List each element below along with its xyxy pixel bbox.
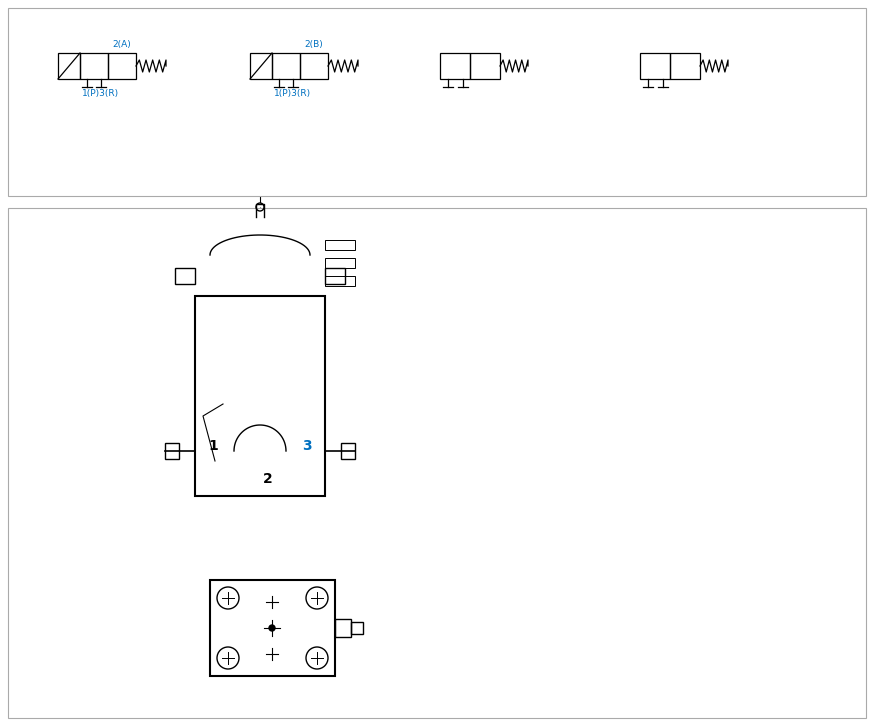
Bar bbox=[470, 53, 500, 79]
Bar bbox=[351, 622, 363, 634]
Bar bbox=[325, 268, 345, 284]
Text: P1: P1 bbox=[472, 89, 483, 98]
Text: 两位三通分配阀，: 两位三通分配阀， bbox=[610, 78, 670, 91]
Bar bbox=[108, 53, 136, 79]
Bar bbox=[440, 53, 470, 79]
Text: 9: 9 bbox=[366, 479, 373, 489]
Text: C: C bbox=[30, 8, 41, 23]
Text: 两位三通阀，: 两位三通阀， bbox=[220, 78, 265, 91]
Text: D: D bbox=[220, 8, 233, 23]
Text: 34: 34 bbox=[164, 623, 178, 633]
Text: 29: 29 bbox=[127, 250, 141, 260]
Bar bbox=[341, 443, 355, 459]
Bar bbox=[8, 8, 866, 196]
Text: 3: 3 bbox=[302, 439, 312, 453]
Text: 9: 9 bbox=[134, 479, 141, 489]
Bar bbox=[325, 258, 355, 268]
Circle shape bbox=[269, 625, 275, 631]
Bar bbox=[80, 53, 108, 79]
Text: 2(B): 2(B) bbox=[304, 40, 324, 49]
Bar bbox=[325, 276, 355, 286]
Text: P: P bbox=[682, 89, 688, 98]
Text: 两位三通混合阀，: 两位三通混合阀， bbox=[410, 78, 470, 91]
Text: 2(A): 2(A) bbox=[113, 40, 131, 49]
Bar bbox=[640, 53, 670, 79]
Bar bbox=[165, 443, 179, 459]
Text: 1(P)3(R): 1(P)3(R) bbox=[275, 89, 312, 98]
Bar bbox=[210, 580, 335, 676]
Text: 71: 71 bbox=[127, 391, 141, 401]
Text: F: F bbox=[610, 8, 620, 23]
Text: A: A bbox=[645, 40, 651, 49]
Text: 2: 2 bbox=[263, 472, 273, 486]
Bar bbox=[8, 208, 866, 718]
Bar bbox=[300, 53, 328, 79]
Text: 两位三通阀，: 两位三通阀， bbox=[30, 78, 75, 91]
Text: B: B bbox=[660, 40, 666, 49]
Bar bbox=[195, 296, 325, 496]
Text: G 1/4: G 1/4 bbox=[185, 406, 215, 416]
Bar bbox=[335, 619, 351, 637]
Bar bbox=[670, 53, 700, 79]
Bar bbox=[325, 240, 355, 250]
Text: A: A bbox=[452, 40, 458, 49]
Text: P2: P2 bbox=[487, 89, 498, 98]
Text: 1(P)3(R): 1(P)3(R) bbox=[82, 89, 120, 98]
Text: 常闭，: 常闭， bbox=[30, 92, 52, 105]
Text: P1 关闭: P1 关闭 bbox=[410, 106, 444, 119]
Text: G 1/8: G 1/8 bbox=[185, 392, 215, 402]
Text: 压力口 P2 接输出口 A，: 压力口 P2 接输出口 A， bbox=[410, 92, 506, 105]
Text: 出口 B 增压: 出口 B 增压 bbox=[220, 92, 267, 105]
Bar bbox=[175, 268, 195, 284]
Text: 出口 A 排空: 出口 A 排空 bbox=[30, 106, 76, 119]
Bar bbox=[272, 53, 300, 79]
Text: E: E bbox=[410, 8, 420, 23]
Text: 压力口 P 接输出口 B: 压力口 P 接输出口 B bbox=[610, 92, 690, 105]
Text: 1: 1 bbox=[208, 439, 218, 453]
Text: 46: 46 bbox=[253, 537, 267, 547]
